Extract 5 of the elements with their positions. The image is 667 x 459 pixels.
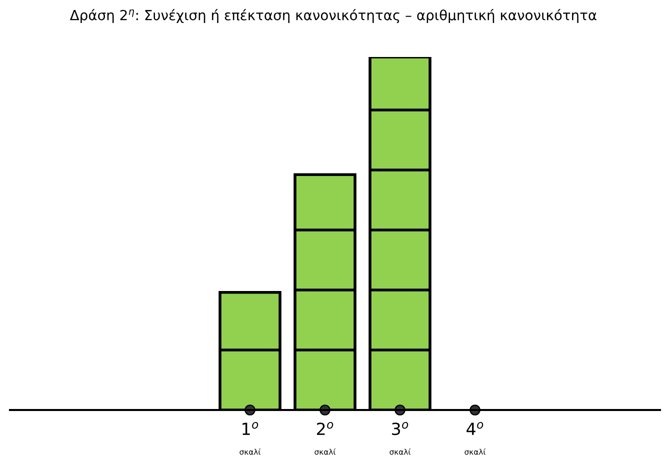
chart-title: Δράση 2$^{η}$: Συνέχιση ή επέκταση κανονικότητας – αριθμητική κανονικότητα bbox=[70, 9, 596, 24]
x-tick-label: 2$^{ο}$ bbox=[316, 422, 334, 435]
x-tick-label: 1$^{ο}$ bbox=[242, 422, 258, 435]
x-tick-label: 3$^{ο}$ bbox=[392, 422, 408, 436]
x-tick-label: 4$^{ο}$ bbox=[466, 422, 484, 435]
